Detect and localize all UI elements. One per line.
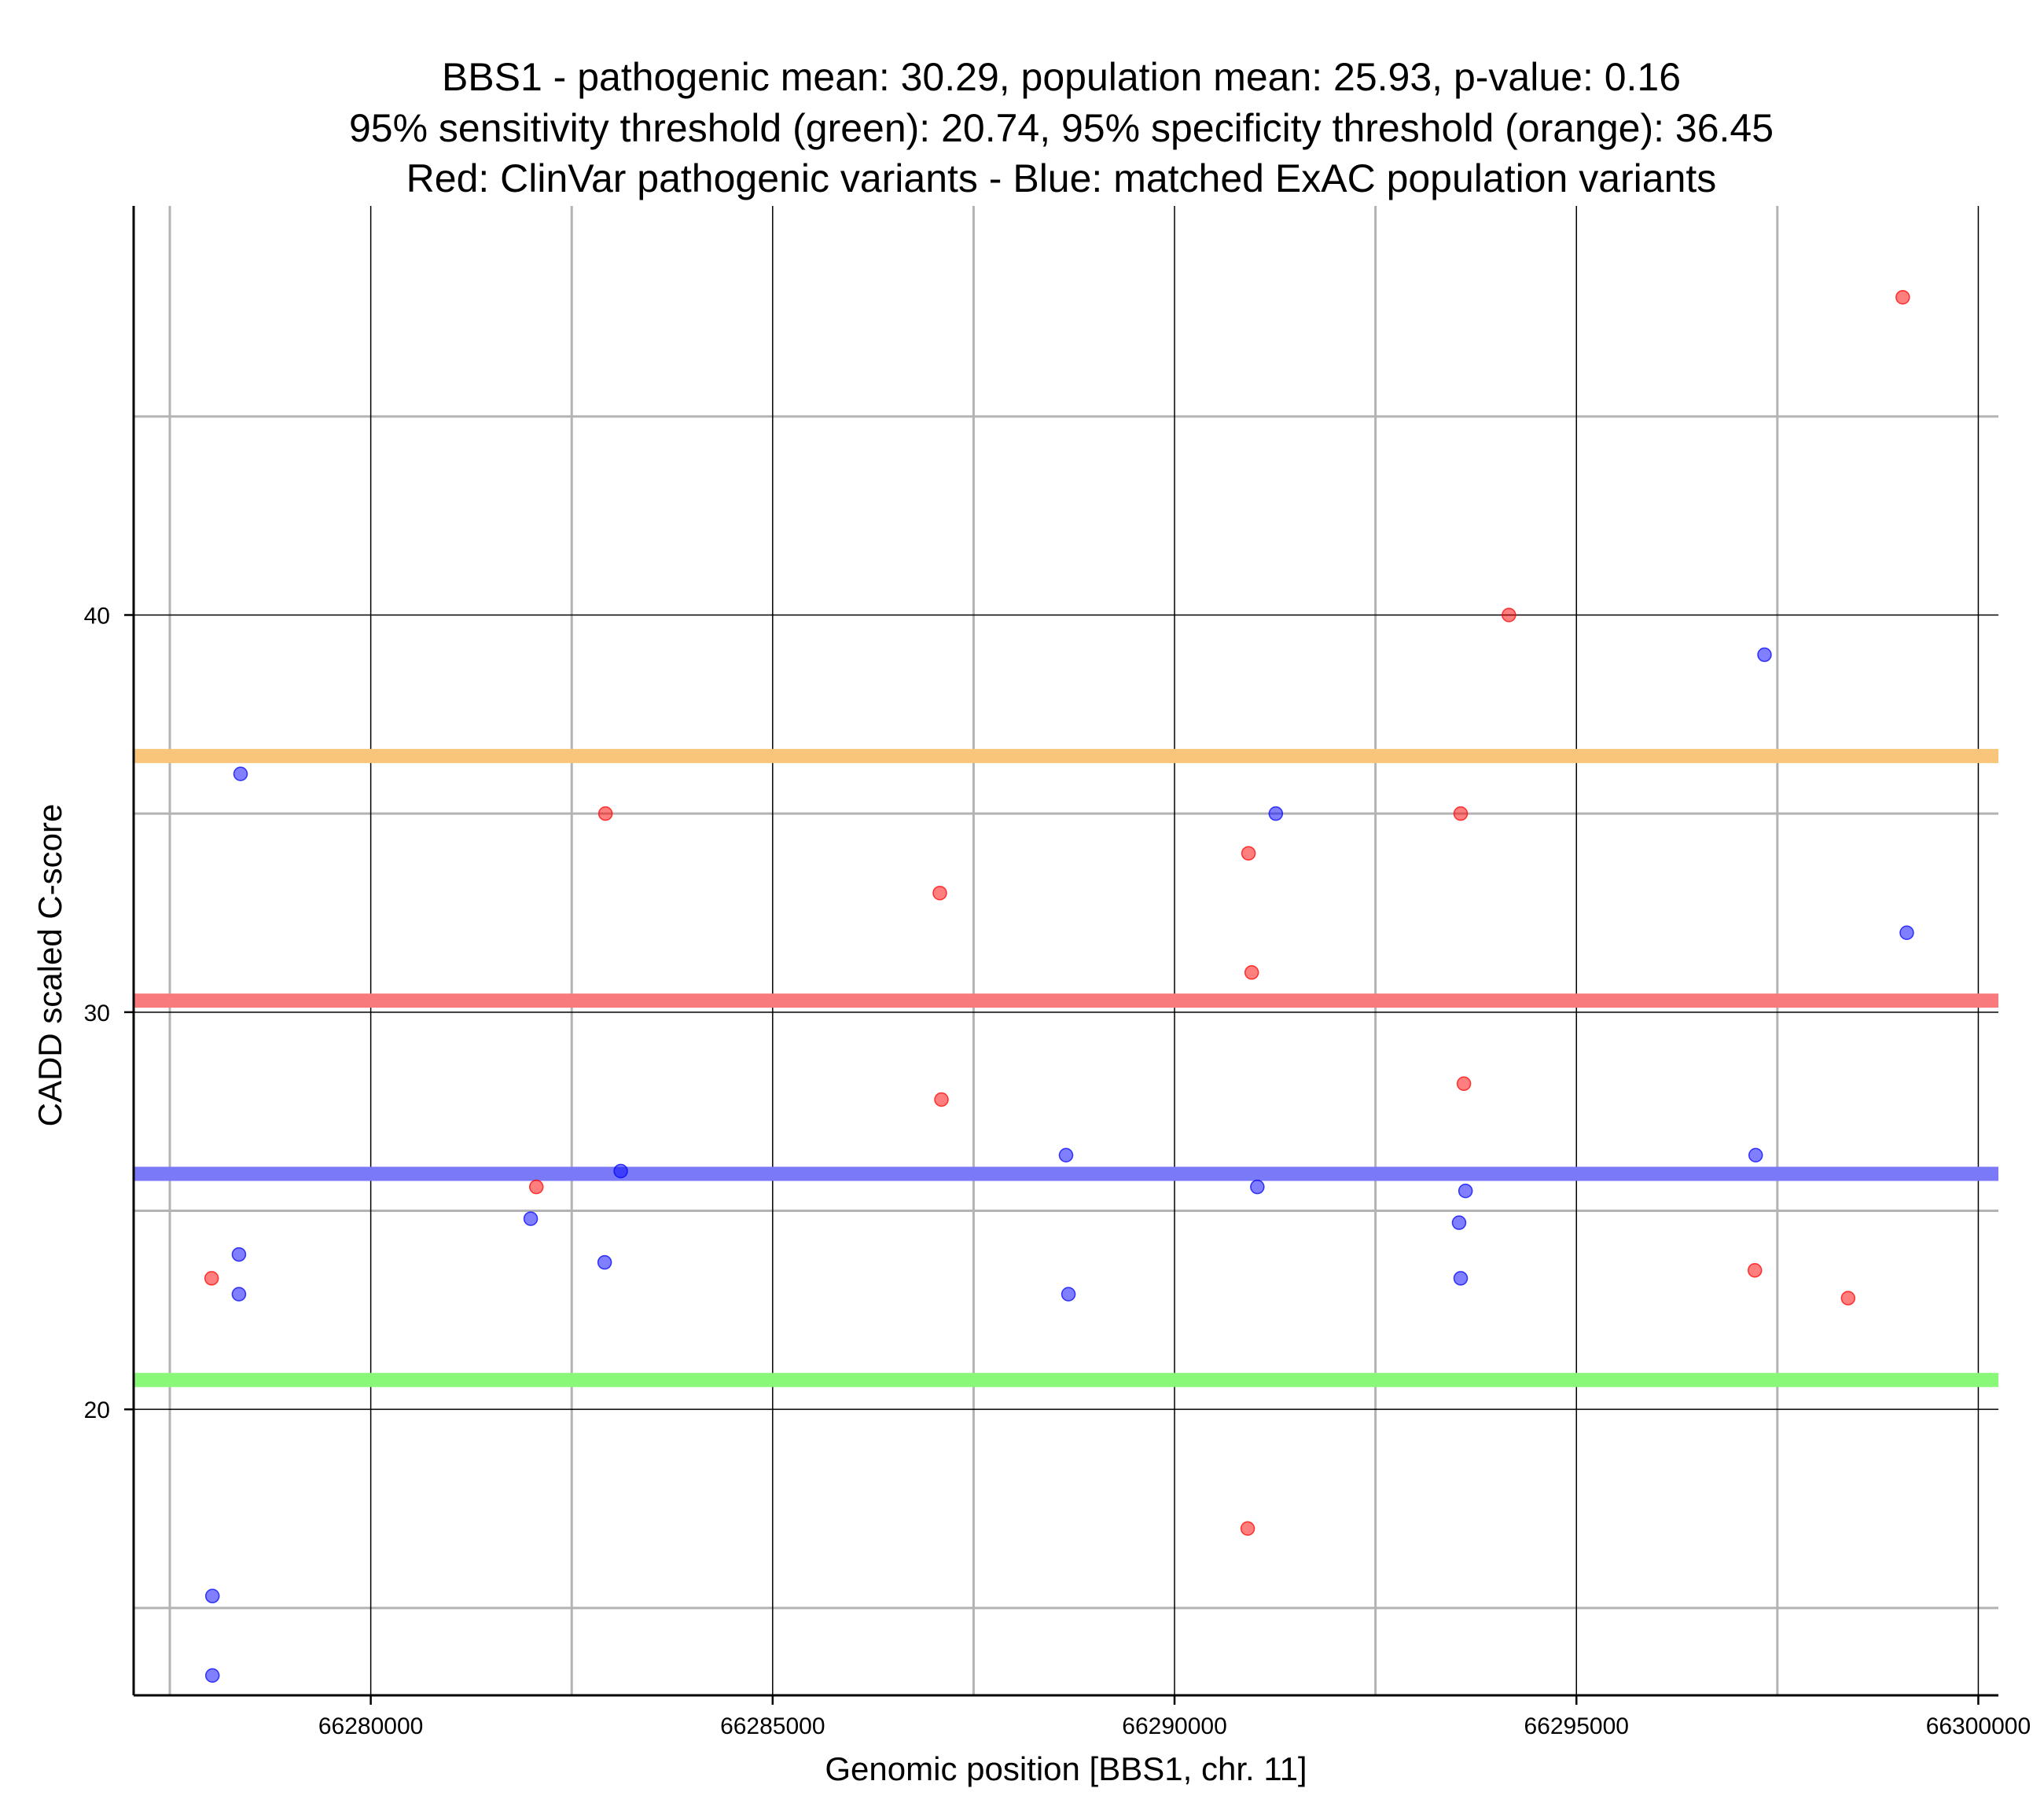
data-point [204, 1668, 220, 1683]
data-point [1250, 1179, 1265, 1195]
data-point [1240, 1521, 1255, 1537]
data-point [1453, 1271, 1469, 1286]
y-ticks: 20 30 40 [84, 603, 134, 1423]
data-point [204, 1588, 220, 1603]
data-point [1899, 925, 1914, 941]
chart-title-line-1: BBS1 - pathogenic mean: 30.29, populatio… [442, 55, 1681, 99]
y-axis-label: CADD scaled C-score [31, 804, 68, 1127]
data-point [1747, 1263, 1763, 1278]
data-point [1502, 608, 1516, 622]
x-axis-label: Genomic position [BBS1, chr. 11] [825, 1750, 1307, 1787]
population-series [204, 647, 1914, 1683]
data-point [231, 1287, 247, 1302]
data-point [1840, 1291, 1856, 1305]
data-point [1058, 1148, 1074, 1162]
pathogenic-series [204, 289, 1910, 1537]
x-tick-label: 66290000 [1122, 1713, 1226, 1739]
data-point [932, 885, 947, 901]
data-point [1451, 1215, 1467, 1230]
data-point [1895, 289, 1910, 305]
reference-lines [134, 748, 1998, 1387]
data-point [233, 766, 248, 781]
grid [134, 206, 1998, 1695]
data-point [204, 1271, 219, 1286]
data-point [231, 1247, 247, 1262]
x-tick-label: 66285000 [720, 1713, 825, 1739]
chart-title-line-2: 95% sensitivity threshold (green): 20.74… [349, 106, 1774, 150]
data-point [1456, 1076, 1472, 1092]
data-point [597, 1254, 612, 1270]
data-point [1244, 965, 1259, 980]
x-ticks: 66280000 66285000 66290000 66295000 66300000 [318, 1695, 2031, 1739]
data-point [934, 1092, 949, 1107]
axes [132, 206, 1998, 1697]
data-point [1241, 846, 1256, 861]
y-tick-label: 30 [84, 1001, 110, 1026]
data-point [1458, 1183, 1473, 1199]
chart-title-line-3: Red: ClinVar pathogenic variants - Blue:… [406, 156, 1717, 200]
data-point [1757, 647, 1772, 663]
data-point [613, 1163, 628, 1179]
x-tick-label: 66300000 [1926, 1713, 2031, 1739]
chart-title: BBS1 - pathogenic mean: 30.29, populatio… [349, 55, 1774, 200]
data-point [523, 1211, 539, 1226]
x-tick-label: 66280000 [318, 1713, 423, 1739]
x-tick-label: 66295000 [1524, 1713, 1628, 1739]
data-point [1748, 1148, 1763, 1162]
data-points [204, 289, 1914, 1683]
data-point [597, 806, 613, 821]
data-point [528, 1179, 544, 1195]
data-point [1061, 1287, 1076, 1302]
data-point [1268, 806, 1284, 821]
data-point [1453, 806, 1469, 821]
y-tick-label: 20 [84, 1397, 110, 1423]
y-tick-label: 40 [84, 603, 110, 629]
